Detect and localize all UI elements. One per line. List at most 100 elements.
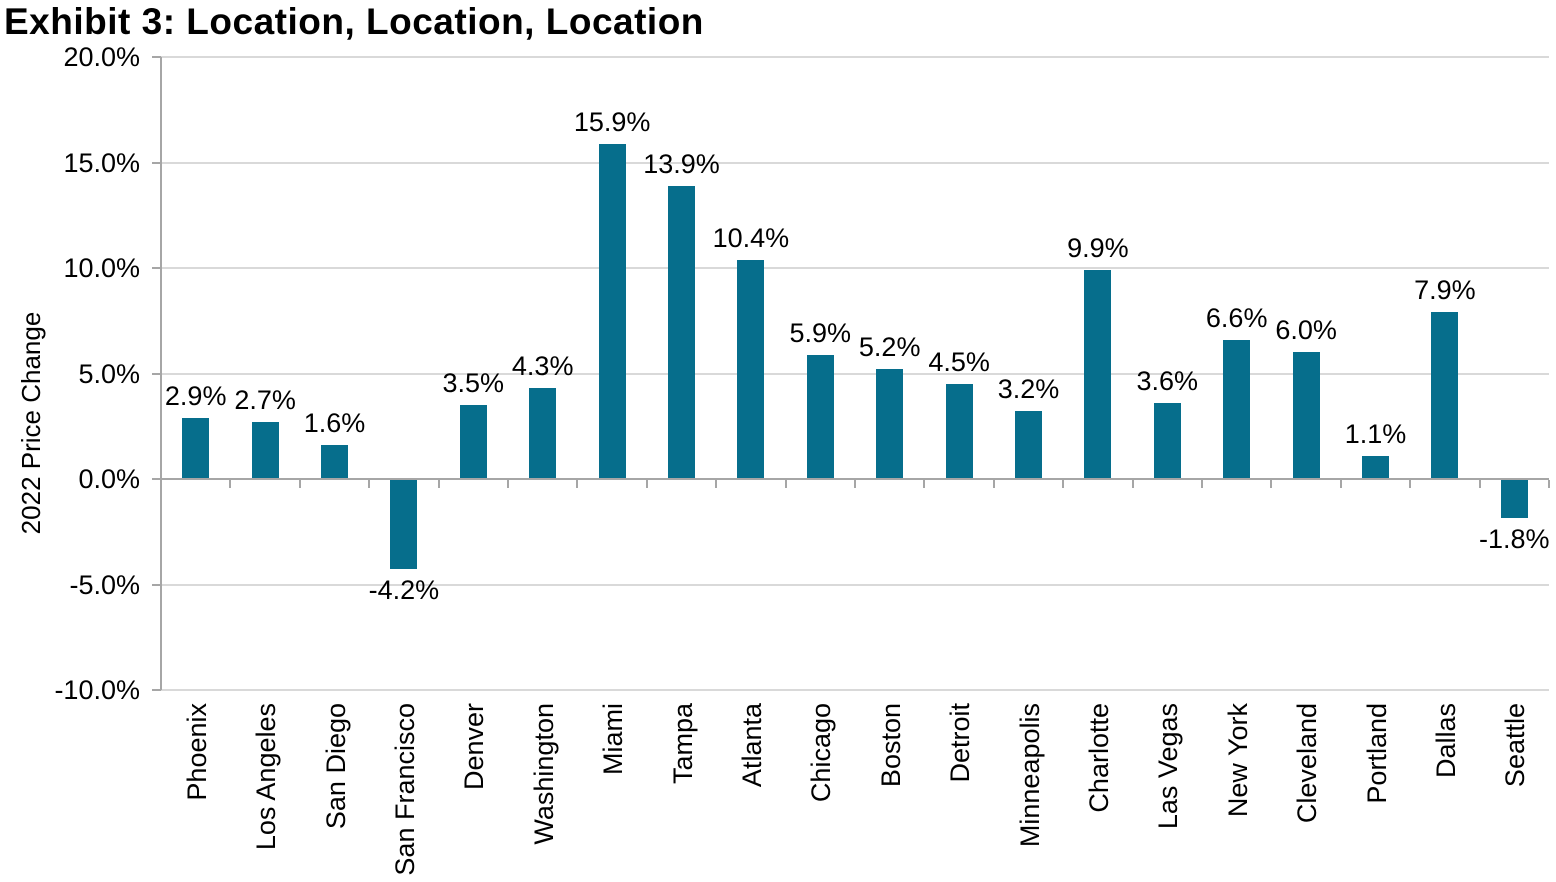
y-axis-tick-label: 0.0%: [78, 464, 140, 494]
bar-value-label: 9.9%: [1067, 233, 1129, 264]
y-axis-tick-label: -5.0%: [69, 569, 140, 600]
bar: [876, 369, 904, 479]
gridline: [161, 161, 1549, 164]
x-axis-category-label: Detroit: [945, 703, 976, 783]
x-axis-category-label: New York: [1222, 703, 1253, 818]
x-axis-tick: [645, 480, 648, 488]
bar: [321, 445, 348, 479]
y-axis-tick: [152, 372, 161, 375]
x-axis-tick: [1339, 480, 1342, 488]
bar: [1362, 455, 1389, 479]
bar: [945, 384, 973, 479]
chart-title: Exhibit 3: Location, Location, Location: [4, 1, 704, 42]
x-axis-tick: [1478, 480, 1481, 488]
y-axis-tick-label: 15.0%: [63, 147, 140, 178]
x-axis-category-label: Minneapolis: [1014, 703, 1045, 848]
x-axis-category-label: Washington: [528, 703, 559, 845]
bar-value-label: 1.6%: [303, 408, 366, 439]
bar: [1431, 312, 1459, 479]
x-axis-category-label: Portland: [1361, 703, 1392, 804]
x-axis-tick: [923, 480, 926, 488]
bar: [529, 388, 557, 479]
x-axis-category-label: Cleveland: [1292, 703, 1323, 824]
bar-value-label: 3.5%: [442, 368, 505, 399]
x-axis-category-label: Charlotte: [1083, 703, 1114, 813]
bar-value-label: 7.9%: [1414, 275, 1476, 306]
gridline: [161, 372, 1549, 375]
y-axis-tick: [152, 478, 161, 480]
bar: [1292, 352, 1320, 479]
x-axis-tick: [1548, 480, 1550, 488]
bar: [251, 422, 279, 479]
bar-value-label: 4.3%: [511, 351, 574, 382]
x-axis-category-label: San Francisco: [389, 703, 420, 876]
x-axis-category-label: Los Angeles: [251, 703, 282, 851]
y-axis-tick: [152, 689, 161, 691]
gridline: [161, 689, 1549, 691]
bar-value-label: 15.9%: [573, 106, 651, 137]
x-axis-category-label: Boston: [875, 703, 906, 788]
x-axis-category-label: Phoenix: [181, 703, 212, 801]
bar: [668, 185, 695, 479]
y-axis-tick: [152, 583, 161, 586]
bar: [598, 143, 626, 479]
gridline: [161, 583, 1549, 586]
bar-value-label: -1.8%: [1479, 523, 1550, 554]
x-axis-tick: [992, 480, 995, 488]
x-axis-category-label: San Diego: [320, 703, 351, 830]
x-axis-tick: [368, 480, 371, 488]
x-axis-tick: [507, 480, 509, 488]
y-axis-tick-label: 20.0%: [63, 42, 140, 72]
x-axis-tick: [1201, 480, 1203, 488]
x-axis-tick: [1270, 480, 1273, 488]
y-axis-line: [160, 57, 162, 690]
bar: [1015, 411, 1042, 479]
zero-line: [161, 478, 1549, 480]
bar-value-label: 13.9%: [643, 148, 720, 179]
gridline: [161, 267, 1549, 269]
x-axis-tick: [576, 480, 579, 488]
y-axis-tick: [152, 161, 161, 164]
bar: [1084, 270, 1112, 479]
bar-value-label: 2.7%: [234, 385, 296, 416]
x-axis-category-label: Tampa: [667, 703, 698, 785]
bar: [390, 480, 418, 569]
x-axis-category-label: Seattle: [1500, 703, 1531, 788]
bar: [459, 405, 487, 479]
bar-value-label: 6.6%: [1205, 302, 1268, 333]
gridline: [161, 56, 1549, 58]
bar-value-label: 5.9%: [789, 317, 852, 348]
bar-value-label: -4.2%: [368, 574, 440, 605]
x-axis-category-label: Dallas: [1430, 703, 1461, 779]
bar: [737, 259, 765, 479]
bar-value-label: 3.6%: [1136, 366, 1199, 397]
x-axis-tick: [229, 480, 232, 488]
bar-value-label: 6.0%: [1275, 315, 1337, 346]
x-axis-tick: [854, 480, 856, 488]
bar: [1153, 403, 1181, 479]
x-axis-tick: [1131, 480, 1134, 488]
y-axis-tick-label: 5.0%: [78, 358, 140, 389]
x-axis-tick: [715, 480, 718, 488]
bar-value-label: 3.2%: [997, 374, 1060, 405]
y-axis-tick: [152, 267, 161, 269]
x-axis-tick: [1062, 480, 1065, 488]
x-axis-category-label: Chicago: [806, 703, 837, 803]
x-axis-tick: [437, 480, 440, 488]
bar-value-label: 2.9%: [164, 380, 227, 411]
x-axis-category-label: Miami: [598, 703, 629, 775]
y-axis-tick-label: 10.0%: [63, 253, 140, 283]
bar: [182, 417, 210, 479]
x-axis-tick: [784, 480, 787, 488]
x-axis-tick: [1409, 480, 1412, 488]
bar: [1223, 339, 1251, 479]
bar-value-label: 5.2%: [858, 332, 921, 363]
x-axis-category-label: Las Vegas: [1153, 703, 1184, 830]
bar: [806, 354, 834, 479]
bar: [1500, 480, 1528, 518]
y-axis-tick-label: -10.0%: [54, 675, 140, 705]
x-axis-category-label: Atlanta: [736, 703, 767, 788]
x-axis-category-label: Denver: [459, 703, 490, 791]
